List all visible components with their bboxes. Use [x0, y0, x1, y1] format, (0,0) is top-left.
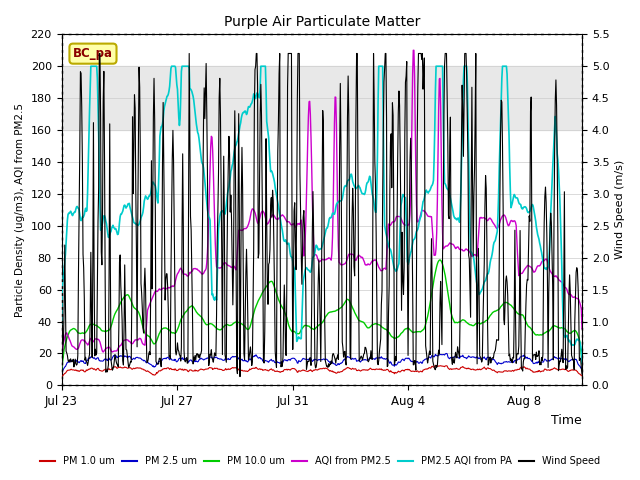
Y-axis label: Particle Density (ug/m3), AQI from PM2.5: Particle Density (ug/m3), AQI from PM2.5 — [15, 103, 25, 317]
Title: Purple Air Particulate Matter: Purple Air Particulate Matter — [223, 15, 420, 29]
Bar — [61, 66, 582, 130]
Y-axis label: Wind Speed (m/s): Wind Speed (m/s) — [615, 160, 625, 260]
Legend: PM 1.0 um, PM 2.5 um, PM 10.0 um, AQI from PM2.5, PM2.5 AQI from PA, Wind Speed: PM 1.0 um, PM 2.5 um, PM 10.0 um, AQI fr… — [36, 453, 604, 470]
X-axis label: Time: Time — [551, 414, 582, 427]
Text: BC_pa: BC_pa — [73, 47, 113, 60]
